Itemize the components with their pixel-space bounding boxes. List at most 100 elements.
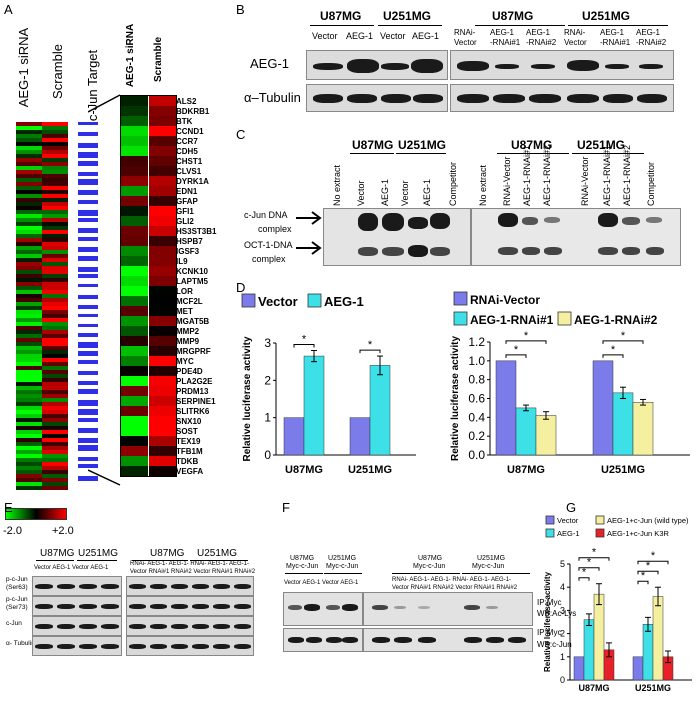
significance-bracket bbox=[578, 577, 590, 581]
gene-label: HS3ST3B1 bbox=[176, 226, 217, 236]
heatmap-col-scramble: Scramble bbox=[49, 44, 65, 99]
c-group-u87mg-right: U87MG bbox=[511, 138, 553, 152]
c-lane-label: Vector bbox=[400, 180, 410, 206]
e-row-label: (Ser73) bbox=[6, 604, 28, 611]
y-tick-label: 1 bbox=[264, 411, 271, 425]
y-tick-label: 1.0 bbox=[468, 354, 485, 368]
c-group-u251mg-left: U251MG bbox=[398, 138, 447, 152]
gene-label: SLITRK6 bbox=[176, 406, 210, 416]
significance-star: * bbox=[582, 567, 587, 579]
f-lanes-left: Vector AEG-1 Vector AEG-1 bbox=[284, 580, 359, 586]
b-blot-tubulin-right bbox=[450, 84, 674, 112]
panel-label-d: D bbox=[236, 280, 246, 295]
bar bbox=[369, 365, 391, 456]
f-blot-cjun-right bbox=[363, 628, 533, 652]
legend-swatch bbox=[453, 311, 468, 326]
category-label: U87MG bbox=[578, 683, 609, 693]
category-label: U87MG bbox=[285, 464, 323, 476]
legend-swatch bbox=[453, 291, 468, 306]
legend-label: AEG-1-RNAi#2 bbox=[574, 313, 658, 327]
significance-bracket bbox=[602, 354, 624, 358]
legend-swatch bbox=[595, 515, 605, 525]
e-lanes-right-2: Vector RNAi#1 RNAi#2 Vector RNAi#1 RNAi#… bbox=[130, 569, 256, 575]
zoom-col-aeg1-sirna: AEG-1 siRNA bbox=[125, 23, 137, 88]
significance-bracket bbox=[505, 354, 527, 358]
heatmap-col-aeg1-sirna: AEG-1 siRNA bbox=[16, 27, 32, 108]
significance-star: * bbox=[524, 330, 529, 342]
legend-swatch bbox=[545, 528, 555, 538]
legend-label: AEG-1+c-Jun K3R bbox=[607, 529, 669, 538]
gene-label: SERPINE1 bbox=[176, 396, 216, 406]
gene-label: PRDM13 bbox=[176, 386, 209, 396]
zoom-connector-lines bbox=[88, 94, 121, 486]
b-lane-label: -RNAi#2 bbox=[636, 38, 667, 47]
gene-label: CHST1 bbox=[176, 156, 203, 166]
gene-label: GLI2 bbox=[176, 216, 194, 226]
e-blot bbox=[126, 576, 254, 596]
gene-label: DYRK1A bbox=[176, 176, 209, 186]
f-row1-wb: WB:Ac-Lys bbox=[537, 609, 577, 618]
f-blot-ac-lys-right bbox=[363, 592, 533, 626]
e-blot bbox=[32, 596, 122, 616]
gene-label: HSPB7 bbox=[176, 236, 203, 246]
f-g4-cell: U251MG bbox=[477, 555, 506, 562]
gene-label: SNX10 bbox=[176, 416, 202, 426]
f-g3-construct: Myc-c-Jun bbox=[413, 563, 446, 570]
e-blot bbox=[32, 636, 122, 656]
gene-label: GFAP bbox=[176, 196, 198, 206]
legend-label: Vector bbox=[557, 516, 579, 525]
c-lane-label: AEG-1-RNAi#2 bbox=[622, 144, 632, 206]
c-row-oct1-dna-2: complex bbox=[252, 254, 286, 264]
gene-label: IL9 bbox=[176, 256, 188, 266]
f-blot-ac-lys-left bbox=[283, 592, 363, 626]
c-blot-left bbox=[323, 208, 471, 266]
y-axis-label: Relative luciferase activity bbox=[242, 336, 253, 462]
gene-label: MYC bbox=[176, 356, 194, 366]
panel-label-f: F bbox=[282, 500, 290, 515]
gene-label: KCNK10 bbox=[176, 266, 209, 276]
category-label: U87MG bbox=[507, 464, 545, 476]
c-lane-label: Competitor bbox=[646, 161, 656, 206]
b-lane-label: AEG-1 bbox=[412, 31, 440, 41]
panel-label-e: E bbox=[4, 500, 13, 515]
gene-label: PDE4D bbox=[176, 366, 203, 376]
b-row-aeg1: AEG-1 bbox=[250, 56, 290, 71]
significance-bracket bbox=[505, 340, 547, 344]
f-g2-cell: U251MG bbox=[328, 555, 357, 562]
b-lane-label: RNAi- bbox=[454, 28, 476, 37]
e-blot bbox=[32, 576, 122, 596]
significance-star: * bbox=[514, 344, 519, 356]
significance-star: * bbox=[646, 560, 651, 572]
color-scale-bar bbox=[5, 508, 67, 520]
c-row-cjun-dna-2: complex bbox=[258, 224, 292, 234]
gene-label: EDN1 bbox=[176, 186, 198, 196]
panel-label-c: C bbox=[236, 127, 246, 142]
e-blot bbox=[126, 636, 254, 656]
panel-label-a: A bbox=[4, 2, 13, 17]
b-lane-label: Vector bbox=[564, 38, 587, 47]
gene-label: MMP9 bbox=[176, 336, 200, 346]
c-lane-label: RNAi-Vector bbox=[502, 156, 512, 206]
heatmap bbox=[16, 122, 68, 491]
significance-star: * bbox=[611, 344, 616, 356]
y-tick-label: 2 bbox=[560, 629, 565, 639]
gene-label: MGAT5B bbox=[176, 316, 210, 326]
legend-swatch bbox=[557, 311, 572, 326]
c-row-oct1-dna-1: OCT-1-DNA bbox=[244, 240, 293, 250]
b-blot-aeg1-left bbox=[306, 50, 448, 80]
b-lane-label: AEG-1 bbox=[600, 28, 625, 37]
bar bbox=[303, 355, 325, 456]
gene-label: VEGFA bbox=[176, 466, 204, 476]
c-lane-label: No extract bbox=[332, 164, 342, 206]
c-lane-label: AEG-1 bbox=[380, 178, 390, 206]
gene-label: ALS2 bbox=[176, 96, 197, 106]
category-label: U251MG bbox=[348, 464, 392, 476]
y-tick-label: 3 bbox=[560, 605, 565, 615]
gene-label: GFI1 bbox=[176, 206, 194, 216]
significance-star: * bbox=[641, 570, 646, 582]
bar bbox=[495, 360, 517, 456]
legend-swatch bbox=[595, 528, 605, 538]
y-axis-label: Relative luciferase activity bbox=[450, 336, 461, 462]
b-lane-label: AEG-1 bbox=[346, 31, 374, 41]
gene-label: CDH5 bbox=[176, 146, 198, 156]
